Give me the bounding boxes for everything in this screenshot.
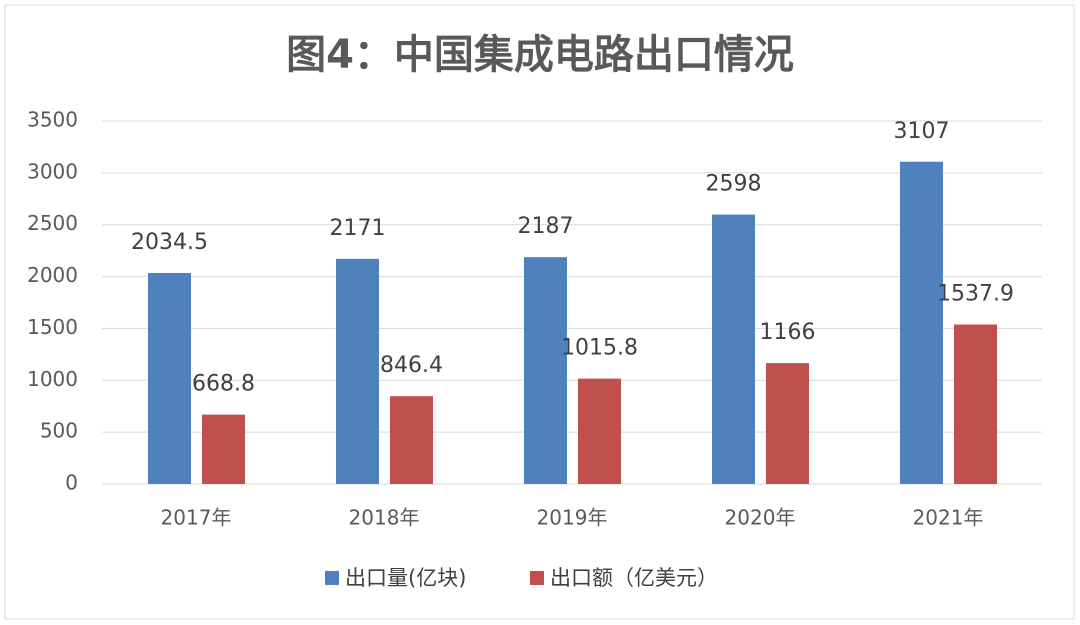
legend-label: 出口量(亿块) xyxy=(345,566,466,590)
legend-swatch xyxy=(530,571,544,585)
value-label: 2187 xyxy=(518,214,574,239)
y-tick-label: 1000 xyxy=(27,367,78,391)
value-label: 668.8 xyxy=(192,372,255,397)
value-label: 2171 xyxy=(330,216,386,241)
y-tick-label: 500 xyxy=(40,419,78,443)
bar xyxy=(766,363,809,484)
value-label: 2598 xyxy=(706,172,762,197)
value-label: 3107 xyxy=(894,119,950,144)
value-label: 2034.5 xyxy=(131,230,208,255)
y-tick-label: 3000 xyxy=(27,159,78,183)
bar xyxy=(336,258,379,484)
value-label: 1015.8 xyxy=(561,336,638,361)
value-label: 1537.9 xyxy=(937,281,1014,306)
x-tick-label: 2020年 xyxy=(725,506,796,530)
y-tick-label: 1500 xyxy=(27,315,78,339)
x-tick-label: 2021年 xyxy=(913,506,984,530)
legend-swatch xyxy=(325,571,339,585)
y-tick-label: 2500 xyxy=(27,211,78,235)
y-tick-label: 0 xyxy=(65,471,78,495)
value-label: 1166 xyxy=(760,320,816,345)
bar xyxy=(148,272,191,484)
value-label: 846.4 xyxy=(380,353,443,378)
x-tick-label: 2017年 xyxy=(161,506,232,530)
chart-title: 图4：中国集成电路出口情况 xyxy=(286,32,794,78)
bar xyxy=(578,378,621,484)
bar xyxy=(712,214,755,484)
x-tick-label: 2019年 xyxy=(537,506,608,530)
y-tick-label: 3500 xyxy=(27,108,78,132)
legend-label: 出口额（亿美元） xyxy=(550,566,718,590)
bar xyxy=(524,257,567,484)
y-tick-label: 2000 xyxy=(27,263,78,287)
x-tick-label: 2018年 xyxy=(349,506,420,530)
bar xyxy=(954,324,997,484)
bar xyxy=(390,396,433,484)
bar xyxy=(202,414,245,484)
bar xyxy=(900,161,943,485)
